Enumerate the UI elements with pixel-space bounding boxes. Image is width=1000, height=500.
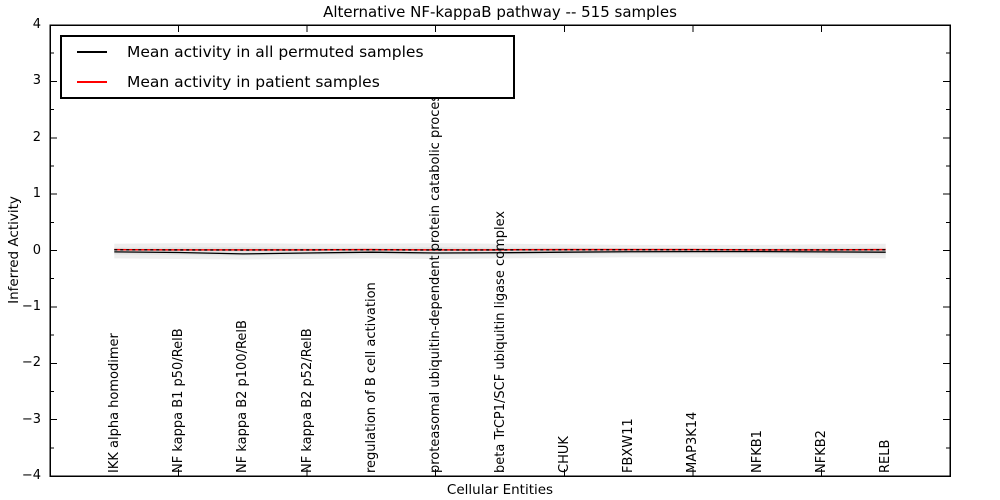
- legend-item: Mean activity in patient samples: [62, 70, 513, 94]
- legend: Mean activity in all permuted samples Mea…: [60, 35, 515, 99]
- legend-item: Mean activity in all permuted samples: [62, 40, 513, 64]
- x-axis-label: Cellular Entities: [446, 482, 554, 498]
- y-tick-label: 1: [32, 186, 41, 202]
- plot-title: Alternative NF-kappaB pathway -- 515 sam…: [323, 3, 677, 21]
- legend-line-sample: [77, 81, 107, 83]
- axis-ticks: [50, 24, 950, 477]
- y-tick-label: 4: [32, 17, 41, 32]
- legend-item-label: Mean activity in all permuted samples: [127, 43, 424, 61]
- y-tick-label: −4: [21, 468, 41, 483]
- y-tick-label: 0: [32, 242, 41, 258]
- legend-line-sample: [77, 51, 107, 53]
- y-tick-label: 3: [32, 73, 41, 89]
- y-tick-label: 2: [32, 129, 41, 145]
- y-tick-label: −1: [21, 298, 41, 314]
- plot-frame: [49, 24, 951, 477]
- y-tick-label: −2: [21, 355, 41, 371]
- y-tick-label: −3: [21, 411, 41, 427]
- legend-item-label: Mean activity in patient samples: [127, 73, 380, 91]
- permuted-mean-line: [114, 250, 886, 255]
